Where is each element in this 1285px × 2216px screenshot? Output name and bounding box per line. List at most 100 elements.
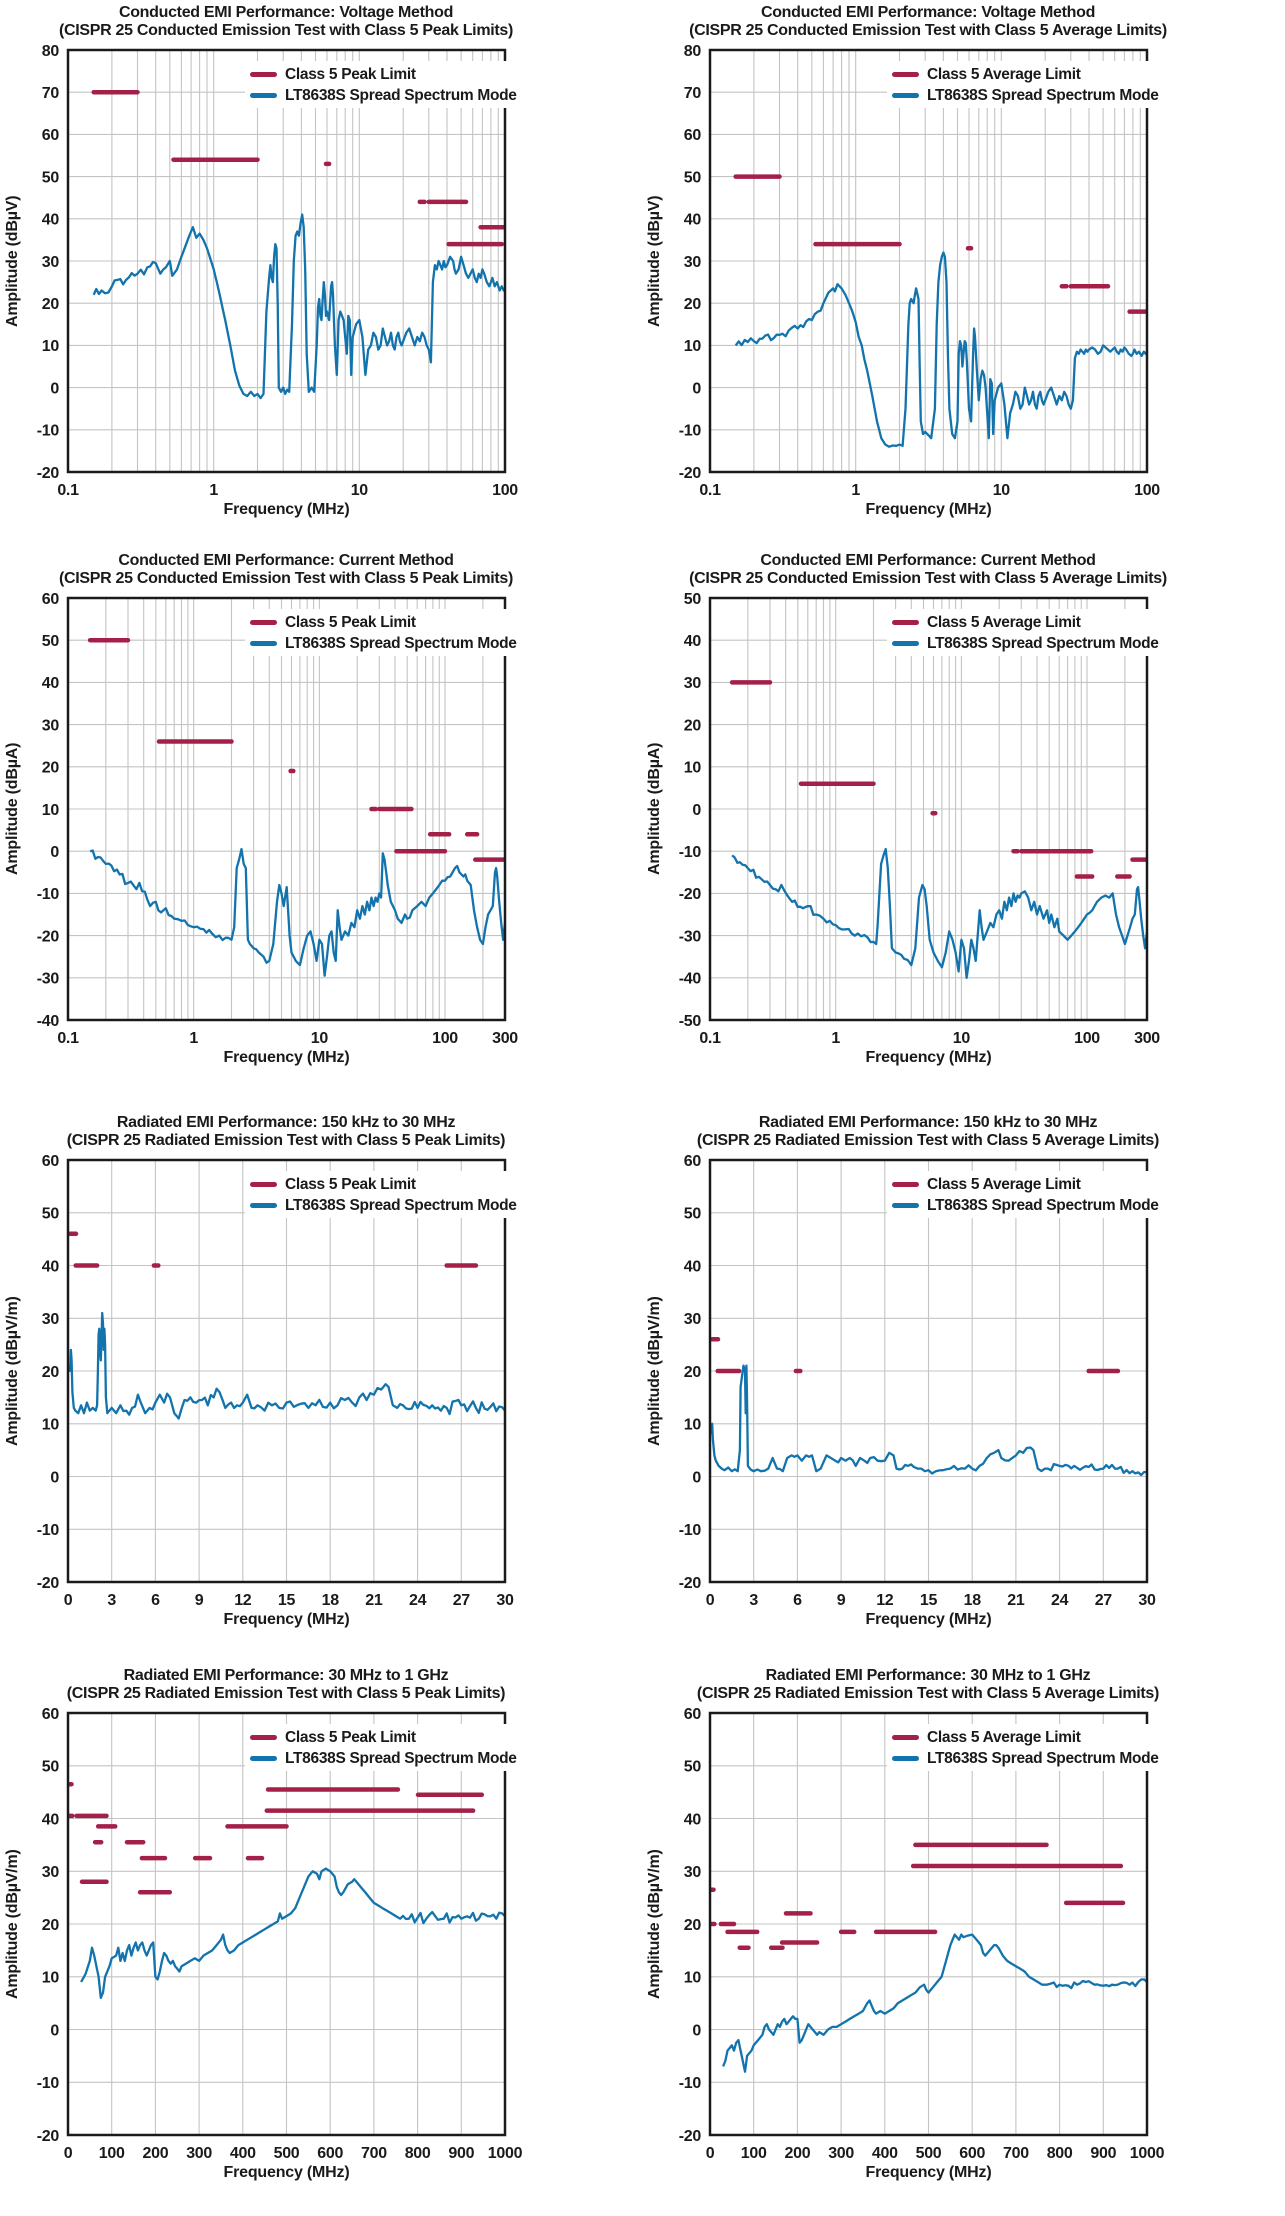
y-axis-label: Amplitude (dBµA) [646, 742, 663, 876]
x-axis-label: Frequency (MHz) [865, 2164, 992, 2181]
svg-text:40: 40 [42, 1258, 60, 1275]
legend: Class 5 Peak Limit LT8638S Spread Spectr… [245, 1724, 517, 1771]
limit-line-swatch [892, 72, 919, 77]
y-axis-label: Amplitude (dBµV/m) [646, 1296, 663, 1446]
svg-text:-10: -10 [37, 1522, 60, 1539]
chart-subtitle: (CISPR 25 Conducted Emission Test with C… [58, 570, 514, 587]
legend: Class 5 Average Limit LT8638S Spread Spe… [887, 61, 1159, 108]
y-axis-label: Amplitude (dBµV/m) [4, 1849, 21, 1999]
legend: Class 5 Peak Limit LT8638S Spread Spectr… [245, 609, 517, 656]
chart-radiated-30mhz-1ghz-peak: 60 50 40 30 20 10 0 -10 -20 0 100 200 300 400 500 600 70… [0, 1649, 642, 2202]
legend: Class 5 Average Limit LT8638S Spread Spe… [887, 1171, 1159, 1218]
svg-text:27: 27 [453, 1592, 471, 1609]
legend-label-limit: Class 5 Peak Limit [285, 1175, 416, 1193]
svg-text:-10: -10 [679, 844, 702, 861]
y-axis-label: Amplitude (dBµV) [4, 195, 21, 327]
chart-title: Radiated EMI Performance: 150 kHz to 30 … [116, 1114, 456, 1131]
svg-text:1: 1 [851, 482, 860, 499]
svg-text:300: 300 [186, 2145, 212, 2162]
chart-radiated-150khz-30mhz-average: 60 50 40 30 20 10 0 -10 -20 0 3 6 9 12 15 18 21 24 27 30 Ra… [642, 1096, 1285, 1649]
svg-text:9: 9 [837, 1592, 846, 1609]
legend: Class 5 Peak Limit LT8638S Spread Spectr… [245, 61, 517, 108]
chart-inner: 60 50 40 30 20 10 0 -10 -20 0 3 6 9 12 15 18 21 24 27 30 Ra… [642, 1110, 1285, 1649]
svg-text:300: 300 [492, 1030, 518, 1047]
legend-label-trace: LT8638S Spread Spectrum Mode [927, 1196, 1159, 1214]
svg-text:-40: -40 [37, 1013, 60, 1030]
svg-text:800: 800 [405, 2145, 431, 2162]
legend-item-trace: LT8638S Spread Spectrum Mode [250, 633, 517, 654]
legend: Class 5 Average Limit LT8638S Spread Spe… [887, 609, 1159, 656]
x-axis-label: Frequency (MHz) [223, 1611, 350, 1628]
svg-text:1000: 1000 [1130, 2145, 1165, 2162]
limit-line-swatch [250, 620, 277, 625]
svg-text:10: 10 [42, 338, 60, 355]
chart-subtitle: (CISPR 25 Conducted Emission Test with C… [689, 22, 1167, 39]
chart-subtitle: (CISPR 25 Conducted Emission Test with C… [689, 570, 1167, 587]
legend-item-limit: Class 5 Peak Limit [250, 1727, 510, 1748]
legend-label-limit: Class 5 Average Limit [927, 613, 1081, 631]
svg-text:30: 30 [1138, 1592, 1156, 1609]
svg-text:60: 60 [684, 1706, 702, 1723]
svg-text:-30: -30 [679, 928, 702, 945]
svg-text:18: 18 [964, 1592, 982, 1609]
svg-text:10: 10 [42, 802, 60, 819]
svg-text:-40: -40 [679, 971, 702, 988]
svg-text:40: 40 [42, 1811, 60, 1828]
legend-item-limit: Class 5 Peak Limit [250, 612, 510, 633]
svg-text:21: 21 [365, 1592, 383, 1609]
legend-label-trace: LT8638S Spread Spectrum Mode [927, 634, 1159, 652]
svg-text:18: 18 [322, 1592, 340, 1609]
svg-text:100: 100 [432, 1030, 458, 1047]
svg-text:0.1: 0.1 [699, 1030, 721, 1047]
svg-text:60: 60 [42, 127, 60, 144]
svg-text:10: 10 [953, 1030, 971, 1047]
svg-text:100: 100 [99, 2145, 125, 2162]
svg-text:20: 20 [684, 717, 702, 734]
legend-item-limit: Class 5 Average Limit [892, 612, 1152, 633]
svg-text:-10: -10 [679, 1522, 702, 1539]
svg-text:80: 80 [42, 43, 60, 60]
svg-text:-20: -20 [37, 1575, 60, 1592]
svg-text:300: 300 [1134, 1030, 1160, 1047]
svg-text:200: 200 [785, 2145, 811, 2162]
trace-line-swatch [892, 641, 919, 646]
chart-inner: 50 40 30 20 10 0 -10 -20 -30 -40 -50 0.1 1 10 100 300 C… [642, 548, 1285, 1096]
chart-subtitle: (CISPR 25 Radiated Emission Test with Cl… [66, 1685, 506, 1702]
chart-inner: 60 50 40 30 20 10 0 -10 -20 0 100 200 300 400 500 600 70… [642, 1663, 1285, 2202]
svg-text:-20: -20 [37, 2128, 60, 2145]
legend-item-trace: LT8638S Spread Spectrum Mode [892, 85, 1159, 106]
legend-item-limit: Class 5 Average Limit [892, 64, 1152, 85]
chart-subtitle: (CISPR 25 Radiated Emission Test with Cl… [66, 1132, 506, 1149]
svg-text:0: 0 [706, 2145, 715, 2162]
svg-text:20: 20 [42, 296, 60, 313]
chart-conducted-voltage-peak: 80 70 60 50 40 30 20 10 0 -10 -20 0.1 1 10 100 Conduct… [0, 0, 642, 548]
svg-text:700: 700 [1003, 2145, 1029, 2162]
svg-text:27: 27 [1095, 1592, 1113, 1609]
svg-text:60: 60 [684, 1153, 702, 1170]
legend-label-limit: Class 5 Peak Limit [285, 65, 416, 83]
legend-item-limit: Class 5 Average Limit [892, 1727, 1152, 1748]
svg-text:0: 0 [50, 380, 59, 397]
chart-title: Conducted EMI Performance: Voltage Metho… [118, 4, 454, 21]
chart-conducted-current-average: 50 40 30 20 10 0 -10 -20 -30 -40 -50 0.1 1 10 100 300 C… [642, 548, 1285, 1096]
svg-text:-30: -30 [37, 971, 60, 988]
svg-text:200: 200 [143, 2145, 169, 2162]
svg-text:10: 10 [351, 482, 369, 499]
svg-text:24: 24 [1051, 1592, 1069, 1609]
svg-text:40: 40 [684, 1258, 702, 1275]
svg-text:0.1: 0.1 [699, 482, 721, 499]
svg-text:70: 70 [42, 85, 60, 102]
legend-item-trace: LT8638S Spread Spectrum Mode [250, 85, 517, 106]
legend-label-trace: LT8638S Spread Spectrum Mode [285, 86, 517, 104]
limit-line-swatch [892, 1182, 919, 1187]
svg-text:30: 30 [496, 1592, 514, 1609]
x-axis-label: Frequency (MHz) [223, 1049, 350, 1066]
svg-text:500: 500 [916, 2145, 942, 2162]
chart-title: Conducted EMI Performance: Current Metho… [118, 552, 454, 569]
chart-title: Radiated EMI Performance: 30 MHz to 1 GH… [765, 1667, 1091, 1684]
